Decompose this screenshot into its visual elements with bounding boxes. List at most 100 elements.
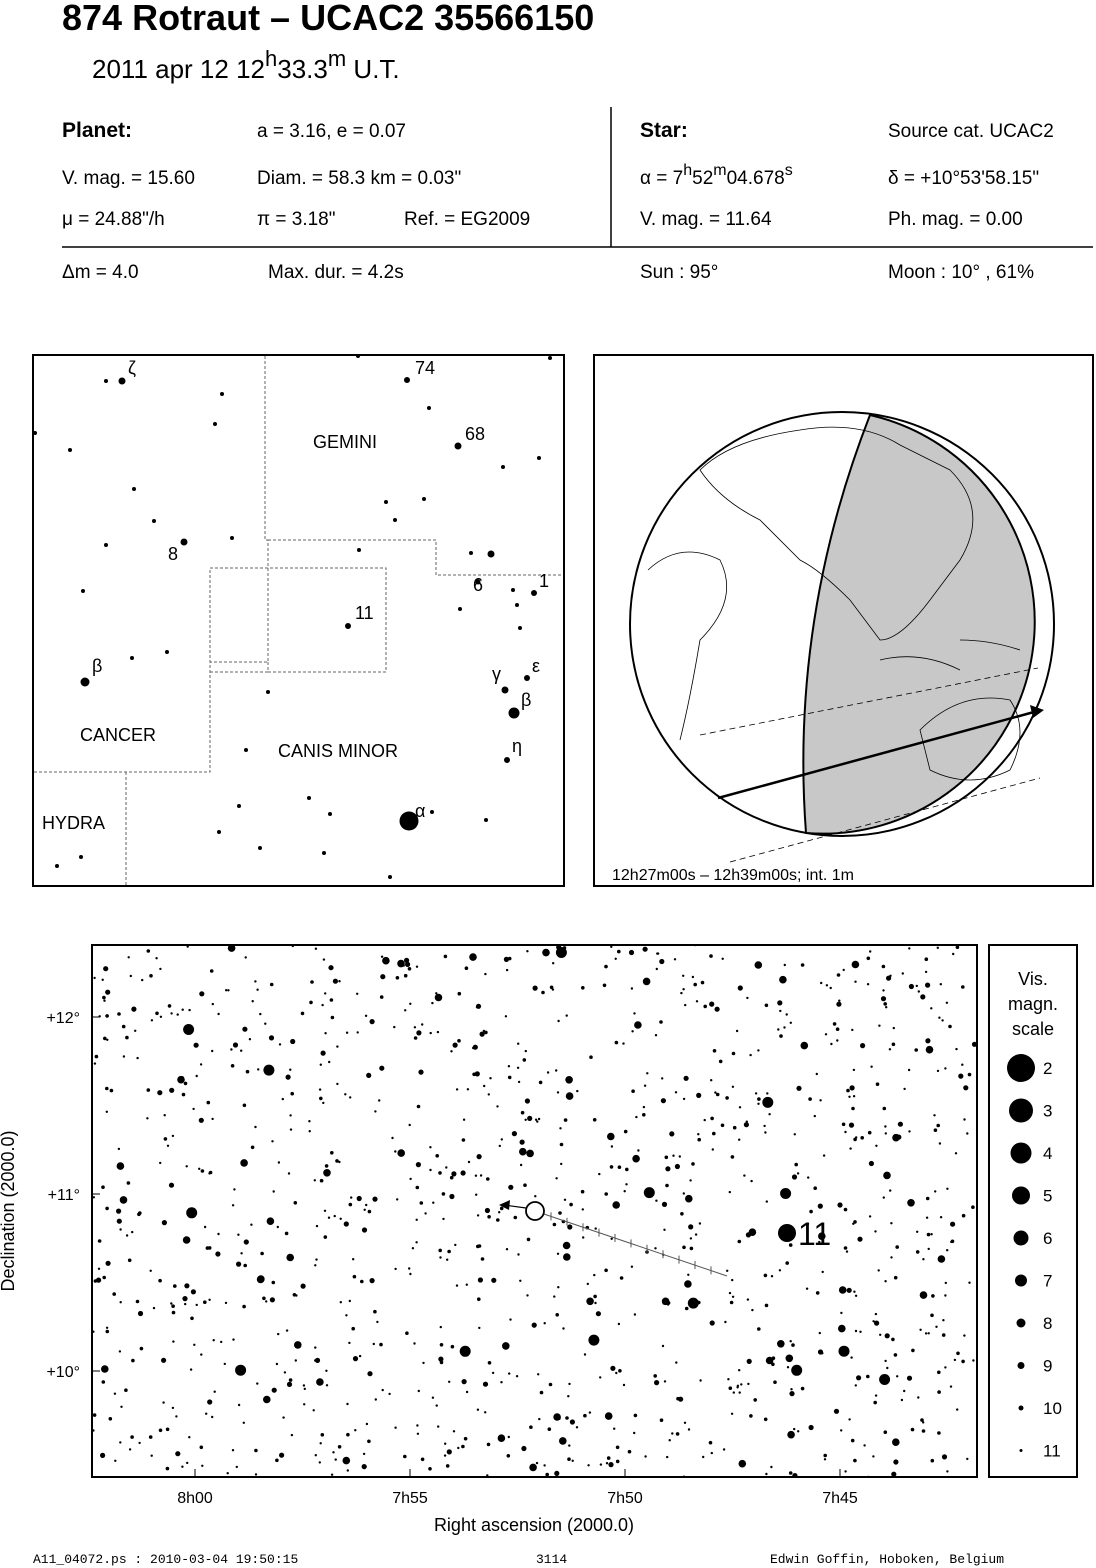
g: ζ 74 GEMINI 68 8 6 1 11 β γ ε β CANCER C… (42, 358, 549, 833)
label: Sun : 95° (640, 262, 718, 283)
star (868, 1160, 875, 1167)
star (866, 956, 871, 961)
star (942, 1319, 945, 1322)
star (531, 1322, 537, 1328)
star (452, 1042, 458, 1048)
star (946, 1249, 949, 1252)
star (914, 1048, 918, 1052)
star (356, 992, 359, 995)
star (193, 1042, 199, 1048)
star (285, 1074, 291, 1080)
star (407, 967, 412, 971)
star (315, 1258, 318, 1261)
star (114, 1459, 117, 1463)
star (953, 1358, 957, 1362)
star (738, 1138, 741, 1141)
star (656, 952, 659, 955)
star (609, 1165, 614, 1169)
star (586, 1282, 589, 1286)
legend-label: 5 (1043, 1187, 1052, 1206)
star (524, 675, 530, 681)
star (319, 1178, 324, 1183)
star (565, 1092, 574, 1100)
star (633, 1431, 636, 1435)
star (92, 1413, 97, 1417)
star (860, 1043, 866, 1049)
star (653, 1374, 657, 1378)
star (921, 1429, 926, 1433)
label: Declination (2000.0) (0, 1130, 18, 1291)
star (318, 1088, 322, 1091)
star (922, 1258, 925, 1261)
star (170, 1012, 173, 1015)
legend-label: 3 (1043, 1102, 1052, 1121)
star (217, 1012, 220, 1016)
star (345, 623, 351, 629)
star (809, 1209, 813, 1214)
star (486, 1177, 490, 1181)
star (563, 1253, 571, 1261)
star (786, 1366, 790, 1369)
star (710, 1079, 713, 1082)
path (34, 356, 269, 773)
star (356, 1195, 362, 1202)
star (687, 1297, 699, 1309)
path (879, 639, 1021, 671)
star (106, 1038, 109, 1042)
star (633, 1313, 637, 1316)
star (815, 1291, 820, 1295)
star (435, 1154, 440, 1158)
star (780, 1188, 792, 1199)
star (416, 1424, 419, 1427)
star (505, 968, 509, 972)
star (562, 1241, 571, 1250)
star (183, 1081, 188, 1086)
star (730, 1155, 735, 1159)
label: a = 3.16, e = 0.07 (257, 121, 406, 142)
star (897, 1121, 904, 1127)
star (213, 422, 217, 426)
star (254, 980, 257, 983)
star (779, 1034, 783, 1038)
star (937, 1370, 941, 1375)
star (678, 1155, 681, 1158)
star (415, 1218, 418, 1222)
star (80, 677, 90, 687)
star (807, 1176, 810, 1179)
star (357, 548, 361, 552)
star (496, 1218, 500, 1222)
star (549, 985, 554, 990)
star (903, 1389, 906, 1393)
star (275, 1362, 279, 1366)
star (618, 1369, 622, 1373)
star (886, 1366, 889, 1370)
star (885, 1006, 888, 1009)
star (967, 1072, 972, 1077)
star (188, 1436, 191, 1439)
star (908, 983, 915, 990)
star (511, 588, 515, 592)
star (630, 987, 634, 990)
label: Right ascension (2000.0) (434, 1515, 634, 1535)
star (491, 1277, 497, 1283)
star (348, 1202, 353, 1207)
star (439, 1256, 442, 1259)
star (524, 1098, 531, 1104)
star (764, 1131, 767, 1134)
star (682, 974, 685, 977)
star (849, 1085, 855, 1091)
star (119, 1228, 122, 1231)
star (382, 956, 390, 965)
star (104, 543, 108, 547)
star (404, 1009, 407, 1012)
legend-label: 2 (1043, 1059, 1052, 1078)
star (893, 1275, 898, 1280)
star (416, 1104, 421, 1109)
star (479, 1031, 485, 1037)
star (850, 1356, 853, 1359)
star (260, 1251, 264, 1256)
star (517, 1080, 521, 1084)
star (122, 1055, 126, 1058)
star (96, 1277, 102, 1283)
star (343, 1221, 349, 1227)
